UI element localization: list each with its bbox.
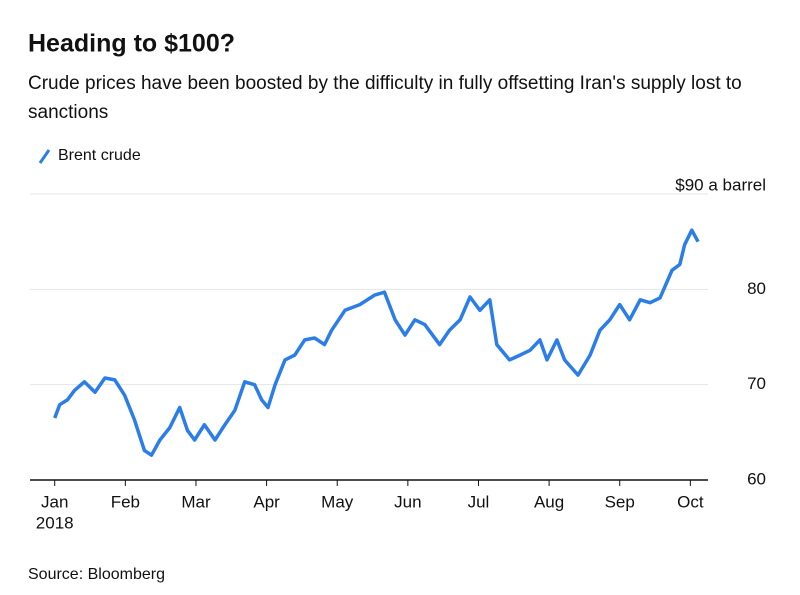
x-tick-label: Jun [394, 492, 421, 511]
y-tick-label: 70 [747, 374, 766, 393]
source: Source: Bloomberg [28, 566, 165, 583]
y-tick-label: 60 [747, 469, 766, 488]
series-line [53, 228, 700, 457]
y-tick-label: 80 [747, 279, 766, 298]
x-tick-label: Sep [605, 492, 635, 511]
chart-subtitle: Crude prices have been boosted by the di… [28, 73, 742, 123]
y-tick-label: $90 a barrel [675, 175, 766, 194]
legend-swatch [38, 149, 51, 164]
x-tick-label: Aug [534, 492, 564, 511]
legend-label: Brent crude [58, 147, 141, 164]
x-tick-label: Jul [468, 492, 490, 511]
x-tick-label: May [321, 492, 354, 511]
x-tick-label: Apr [253, 492, 280, 511]
x-tick-label: Mar [181, 492, 211, 511]
x-tick-label: Oct [677, 492, 704, 511]
x-tick-label: Feb [111, 492, 140, 511]
x-year-label: 2018 [36, 513, 74, 532]
x-tick-label: Jan [41, 492, 68, 511]
chart-title: Heading to $100? [28, 30, 235, 58]
